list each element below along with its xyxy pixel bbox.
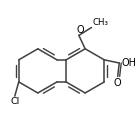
Text: O: O	[114, 78, 121, 88]
Text: OH: OH	[121, 58, 136, 68]
Text: Cl: Cl	[10, 97, 19, 106]
Text: O: O	[77, 25, 84, 35]
Text: CH₃: CH₃	[92, 18, 108, 27]
